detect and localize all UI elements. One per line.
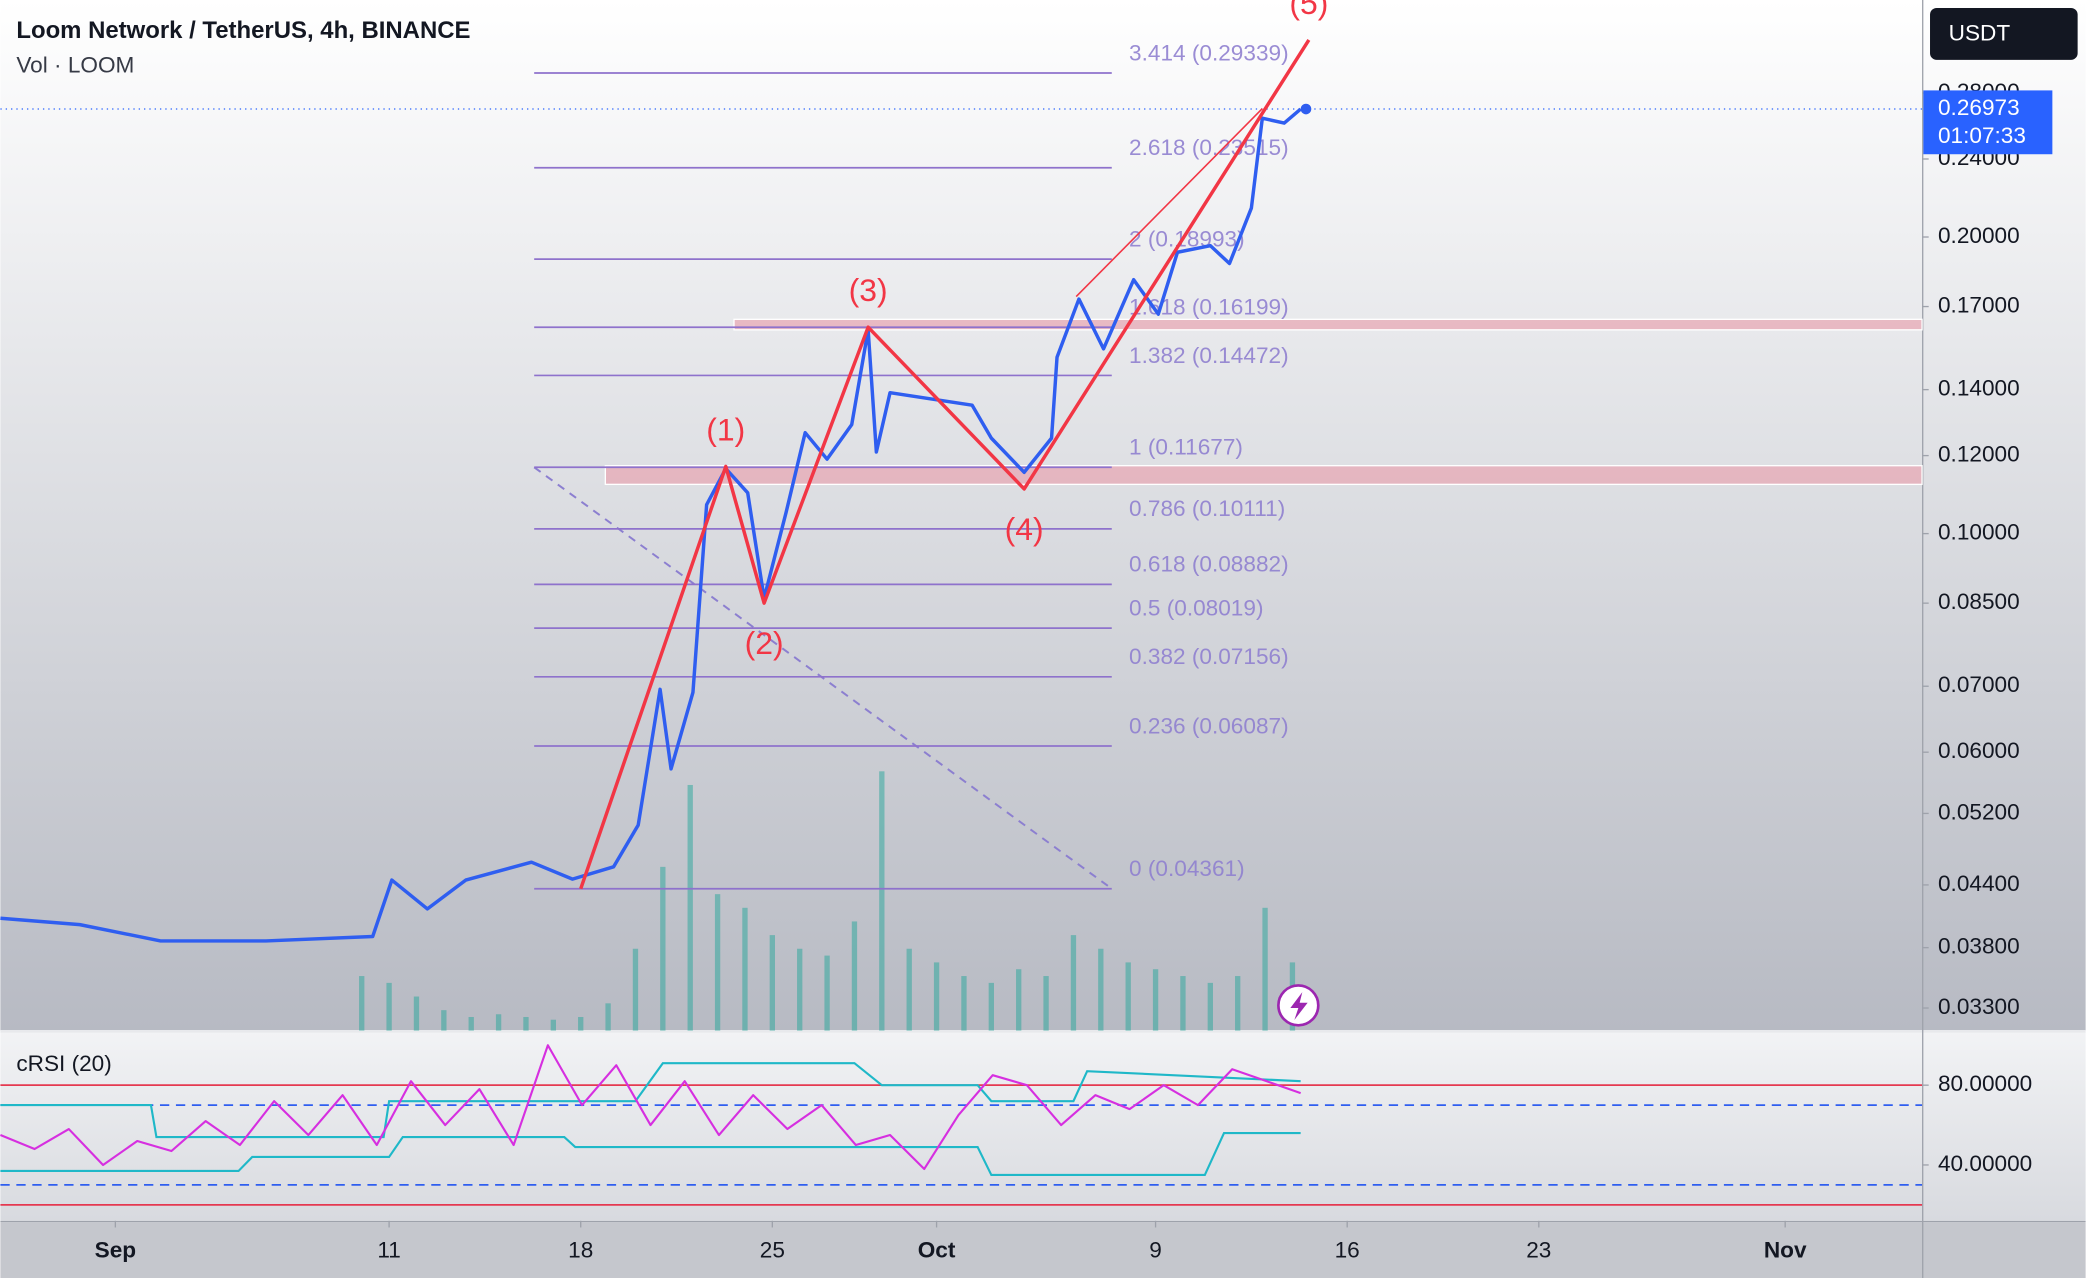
volume-bar <box>660 866 666 1031</box>
volume-bar <box>1180 976 1186 1031</box>
wave-label: (2) <box>745 625 784 661</box>
wave-label: (5) <box>1289 0 1328 21</box>
rsi-line <box>0 1044 1302 1171</box>
fib-label: 0.382 (0.07156) <box>1129 644 1289 669</box>
y-tick-label: 0.20000 <box>1938 223 2020 248</box>
bolt[interactable] <box>1290 992 1308 1021</box>
volume-bar <box>386 982 392 1031</box>
volume-bar <box>824 955 830 1031</box>
rsi-lower-band <box>0 1131 1301 1176</box>
volume-bar <box>1125 962 1131 1031</box>
wave-label: (1) <box>706 411 745 447</box>
volume-bar <box>851 921 858 1031</box>
volume-bar <box>605 1003 611 1031</box>
x-tick-label: 18 <box>568 1237 593 1262</box>
fib-label: 1.618 (0.16199) <box>1129 295 1289 320</box>
volume-bar <box>879 771 885 1031</box>
rsi-title: cRSI (20) <box>16 1051 111 1076</box>
fib-label: 0.786 (0.10111) <box>1129 496 1285 521</box>
fib-label: 0.5 (0.08019) <box>1129 595 1263 620</box>
y-tick-label: 0.12000 <box>1938 442 2020 467</box>
fib-label: 1 (0.11677) <box>1129 435 1243 460</box>
currency-button[interactable] <box>1930 7 2078 60</box>
volume-bar <box>550 1019 557 1031</box>
chart-title: Loom Network / TetherUS, 4h, BINANCE <box>16 17 470 44</box>
volume-bar <box>797 948 803 1031</box>
volume-bar <box>1070 935 1077 1031</box>
y-tick-label: 0.17000 <box>1938 293 2020 318</box>
volume-bar <box>1207 982 1213 1031</box>
fib-label: 1.382 (0.14472) <box>1129 343 1289 368</box>
y-tick-label: 0.05200 <box>1938 799 2020 824</box>
y-tick-label: 0.03800 <box>1938 934 2020 959</box>
volume-bar <box>1235 976 1241 1031</box>
y-tick-label: 0.03300 <box>1938 994 2020 1019</box>
volume-bar <box>578 1016 584 1031</box>
resistance-zone <box>733 318 1923 331</box>
fib-label: 3.414 (0.29339) <box>1129 40 1289 65</box>
volume-bar <box>441 1010 447 1031</box>
currency-button-label[interactable]: USDT <box>1949 21 2011 46</box>
volume-bar <box>769 935 775 1031</box>
volume-bar <box>632 948 639 1031</box>
volume-bar <box>1152 969 1159 1031</box>
volume-legend: Vol · LOOM <box>16 52 134 77</box>
volume-bar <box>1016 969 1022 1031</box>
y-tick-label: 0.10000 <box>1938 520 2020 545</box>
x-tick-label: 23 <box>1526 1237 1551 1262</box>
x-tick-label: Oct <box>918 1237 956 1262</box>
x-tick-label: 11 <box>377 1237 400 1262</box>
last-point <box>1300 103 1312 115</box>
volume-bar <box>714 894 721 1031</box>
x-tick-label: 16 <box>1335 1237 1360 1262</box>
volume-bar <box>468 1016 474 1031</box>
y-tick-label: 0.08500 <box>1938 589 2020 614</box>
wave-label: (4) <box>1005 511 1044 547</box>
y-tick-label: 0.07000 <box>1938 672 2020 697</box>
volume-bar <box>1262 907 1268 1031</box>
price-label-box <box>1923 90 2053 155</box>
fib-label: 0 (0.04361) <box>1129 856 1245 881</box>
x-tick-label: 9 <box>1149 1237 1162 1262</box>
volume-bar <box>413 996 420 1031</box>
y-tick-label: 0.04400 <box>1938 871 2020 896</box>
volume-bar <box>988 982 994 1031</box>
fib-label: 0.236 (0.06087) <box>1129 713 1289 738</box>
price-label: 0.26973 <box>1938 95 2020 120</box>
price-line <box>0 107 1302 943</box>
rsi-upper-band <box>0 1062 1301 1139</box>
wave-line <box>579 38 1311 890</box>
volume-bar <box>742 907 748 1031</box>
time-axis <box>0 1222 2086 1278</box>
x-tick-label: 25 <box>760 1237 785 1262</box>
x-tick-label: Nov <box>1764 1237 1807 1262</box>
y-tick-label: 0.14000 <box>1938 376 2020 401</box>
volume-bar <box>1043 976 1049 1031</box>
main-pane <box>0 0 2086 1031</box>
wave-label: (3) <box>849 272 888 308</box>
y-tick-label: 0.06000 <box>1938 738 2020 763</box>
channel-line <box>1075 108 1263 298</box>
x-tick-label: Sep <box>95 1237 136 1262</box>
volume-bar <box>495 1014 502 1031</box>
rsi-pane <box>0 1031 2086 1221</box>
volume-bar <box>523 1016 529 1031</box>
volume-bar <box>687 784 693 1031</box>
fib-diagonal <box>533 466 1113 890</box>
volume-bar <box>1098 948 1104 1031</box>
fib-label: 0.618 (0.08882) <box>1129 552 1289 577</box>
volume-bar <box>906 948 912 1031</box>
volume-bar <box>359 976 365 1031</box>
volume-bar <box>961 976 967 1031</box>
rsi-y-tick-label: 40.00000 <box>1938 1151 2032 1176</box>
resistance-zone <box>604 465 1923 486</box>
rsi-y-tick-label: 80.00000 <box>1938 1071 2032 1096</box>
fib-label: 2.618 (0.23515) <box>1129 135 1289 160</box>
volume-bar <box>933 962 940 1031</box>
countdown: 01:07:33 <box>1938 123 2026 148</box>
